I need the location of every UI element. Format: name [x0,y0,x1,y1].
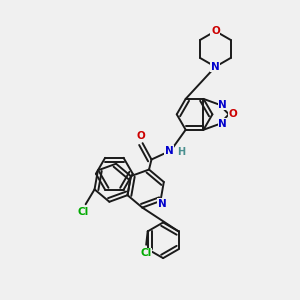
Text: N: N [218,100,227,110]
Text: O: O [137,131,146,141]
Text: N: N [158,199,166,209]
Text: O: O [229,109,238,119]
Text: H: H [177,147,185,157]
Text: Cl: Cl [77,207,88,217]
Text: O: O [211,26,220,36]
Text: N: N [165,146,174,156]
Text: Cl: Cl [141,248,152,258]
Text: N: N [211,62,220,72]
Text: N: N [218,119,227,129]
